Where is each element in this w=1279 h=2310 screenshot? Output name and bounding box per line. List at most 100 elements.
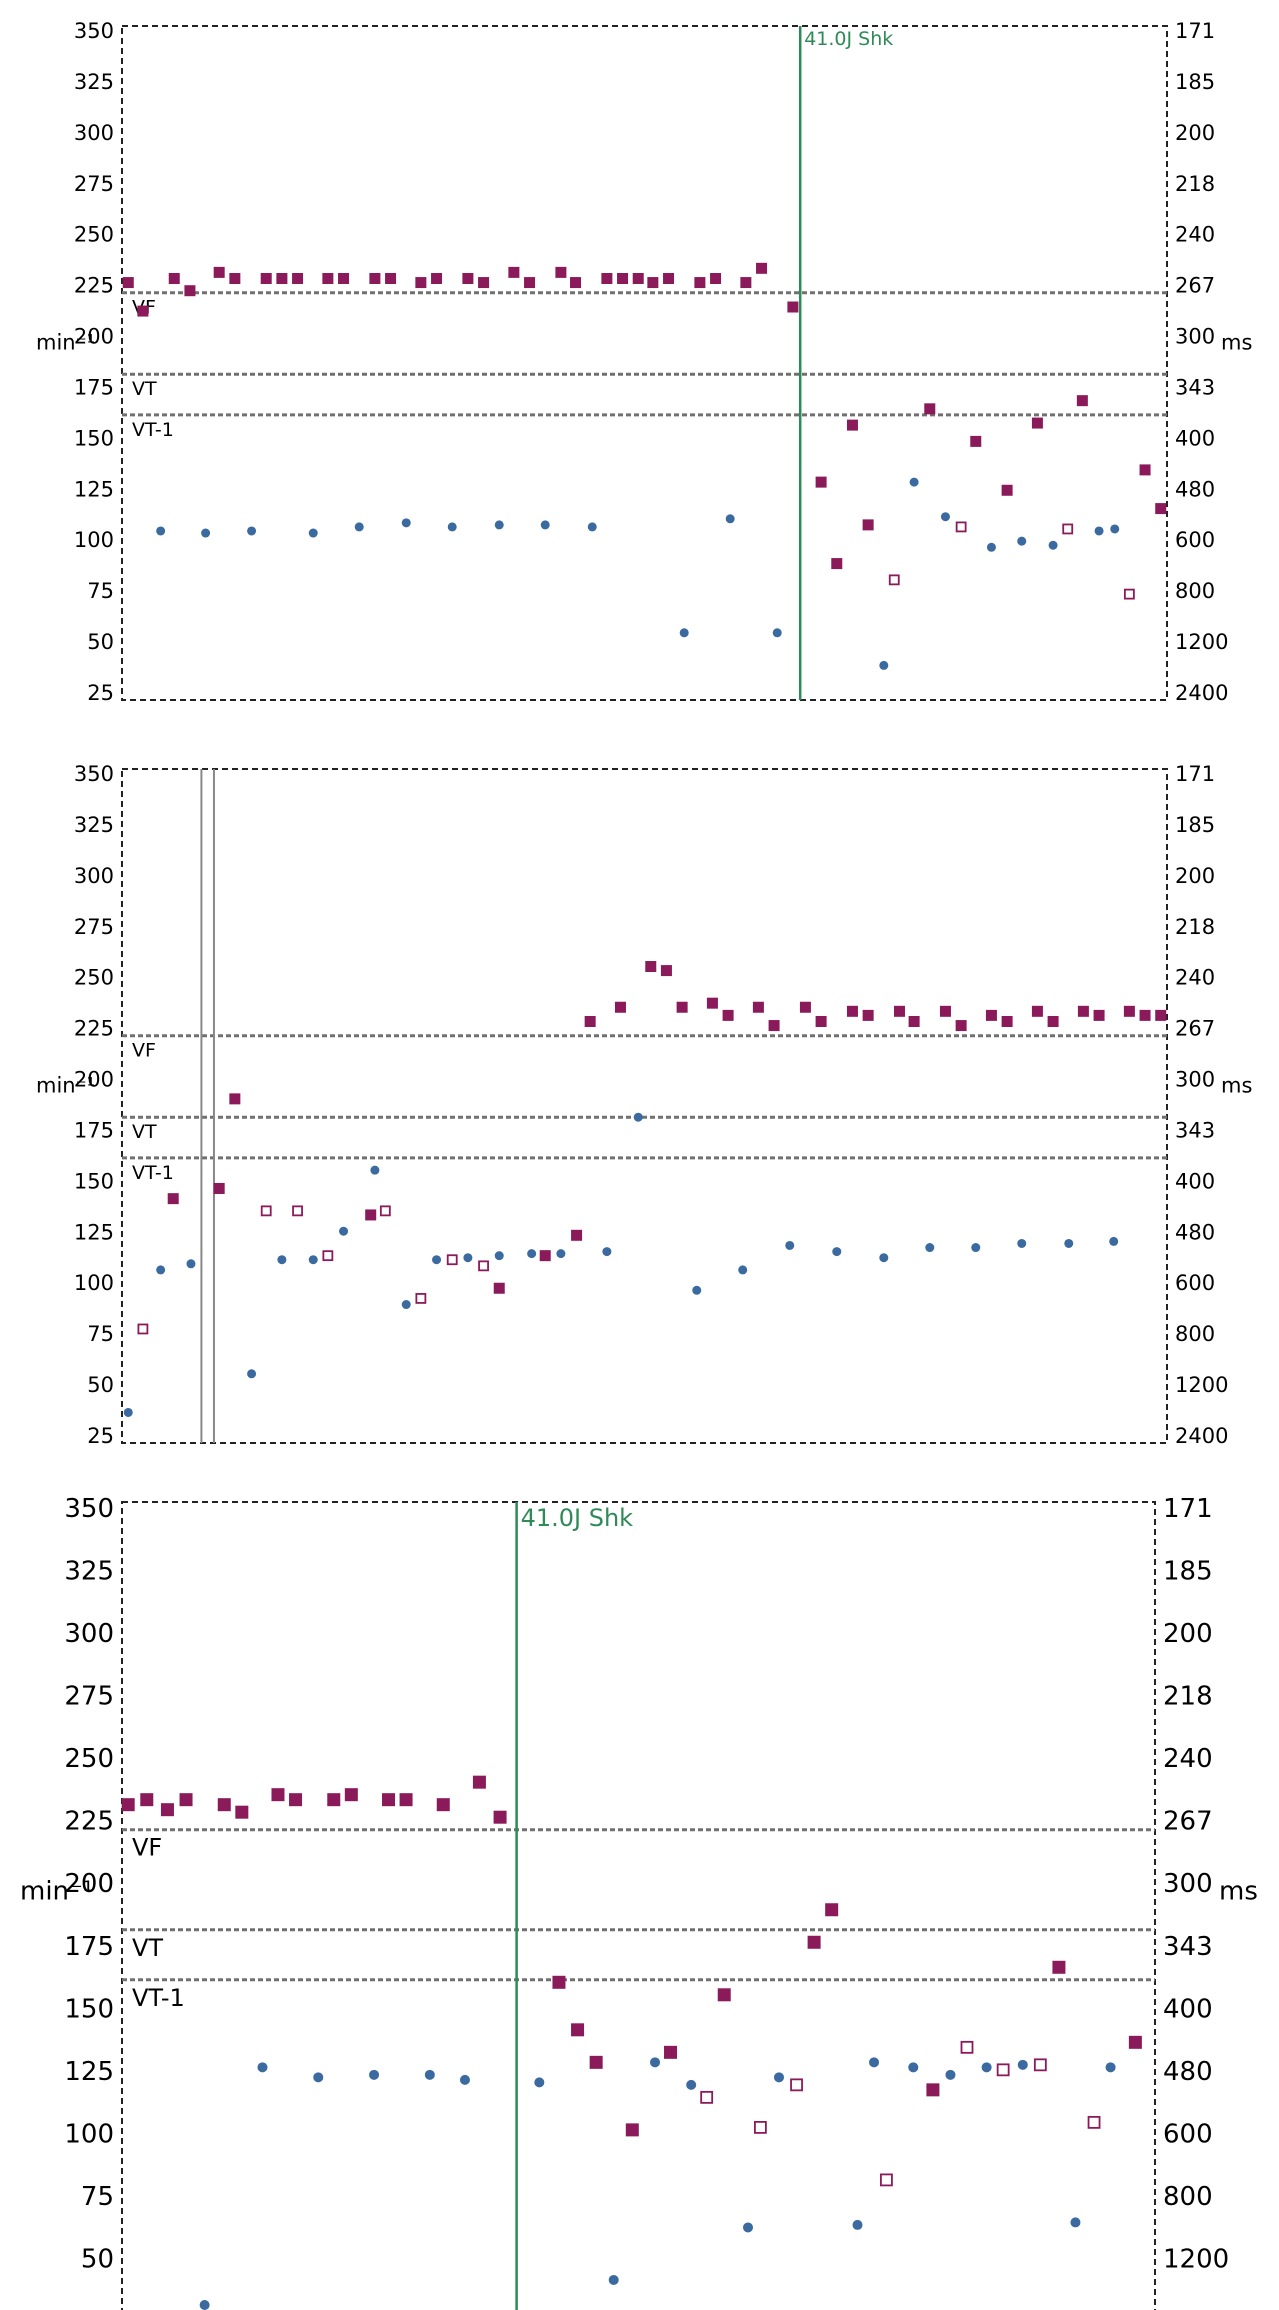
ventricular-point [676,1001,688,1013]
right-axis-label: ms [1221,1074,1252,1098]
right-tick-label: 1200 [1175,630,1228,654]
ventricular-open-point [260,1205,272,1217]
right-axis-label: ms [1219,1877,1258,1907]
ventricular-point [322,272,334,284]
ventricular-point [752,1001,764,1013]
left-tick-label: 50 [87,1373,114,1397]
ventricular-point [493,1810,507,1824]
ventricular-open-point [379,1205,391,1217]
atrial-point [925,1243,935,1253]
ventricular-point [539,1250,551,1262]
left-axis-label: min⁻¹ [20,1877,93,1907]
ventricular-point [365,1209,377,1221]
ventricular-point [292,272,304,284]
ventricular-point [1139,464,1151,476]
left-tick-label: 100 [64,2119,114,2149]
atrial-point [633,1112,643,1122]
ventricular-point [271,1788,285,1802]
left-tick-label: 250 [74,966,114,990]
atrial-point [686,2079,697,2090]
right-tick-label: 200 [1175,121,1215,145]
left-tick-label: 150 [74,426,114,450]
atrial-point [463,1253,473,1263]
left-tick-label: 150 [74,1169,114,1193]
atrial-point [401,1300,411,1310]
ventricular-point [1052,1960,1066,1974]
ventricular-point [632,272,644,284]
atrial-point [370,1165,380,1175]
plot-frame [121,768,1168,1444]
right-tick-label: 240 [1175,966,1215,990]
left-tick-label: 275 [74,915,114,939]
left-tick-label: 125 [64,2057,114,2087]
right-tick-label: 480 [1163,2057,1213,2087]
left-tick-label: 275 [64,1682,114,1712]
ventricular-point [184,285,196,297]
ventricular-point [508,266,520,278]
atrial-point [679,628,689,638]
atrial-point [940,512,950,522]
ventricular-open-point [790,2078,803,2092]
ventricular-point [524,277,536,289]
ventricular-point [229,1093,241,1105]
atrial-point [494,1251,504,1261]
ventricular-point [740,277,752,289]
ventricular-point [1047,1015,1059,1027]
left-tick-label: 225 [64,1807,114,1837]
atrial-point [971,1243,981,1253]
plot-panel-3: 25 2400 50 1200 75 800 100 600 125 480 150 400 175 34… [20,1494,1258,2310]
left-tick-label: 125 [74,1220,114,1244]
right-tick-label: 2400 [1163,2307,1229,2310]
ventricular-open-point [292,1205,303,1217]
ventricular-point [385,272,397,284]
ventricular-point [1128,2035,1142,2049]
right-tick-label: 300 [1175,1068,1215,1092]
atrial-point [369,2069,380,2080]
right-tick-label: 600 [1175,528,1215,552]
zone-label-vt: VT [132,378,157,400]
right-tick-label: 2400 [1175,681,1228,705]
left-tick-label: 250 [64,1744,114,1774]
ventricular-point [625,2123,639,2137]
atrial-point [156,1265,166,1275]
ventricular-point [601,272,613,284]
ventricular-point [217,1798,231,1812]
ventricular-point [436,1798,450,1812]
atrial-point [527,1249,537,1259]
atrial-point [1017,1238,1027,1248]
ventricular-point [213,266,225,278]
atrial-point [339,1226,349,1236]
ventricular-point [787,301,799,313]
ventricular-open-point [322,1250,334,1262]
left-tick-label: 325 [74,70,114,94]
right-tick-label: 200 [1163,1619,1213,1649]
atrial-point [459,2074,470,2085]
ventricular-point [472,1775,486,1789]
right-tick-label: 800 [1163,2182,1213,2212]
ventricular-point [552,1975,566,1989]
plot-frame [121,1501,1156,2310]
ventricular-point [1123,1005,1135,1017]
right-axis-label: ms [1221,331,1252,355]
left-tick-label: 200 [74,1068,114,1092]
atrial-point [1064,1238,1074,1248]
ventricular-point [694,277,706,289]
zone-label-vt-1: VT-1 [132,419,174,441]
left-tick-label: 250 [74,223,114,247]
left-tick-label: 225 [74,274,114,298]
right-tick-label: 218 [1163,1682,1213,1712]
ventricular-point [289,1793,303,1807]
ventricular-point [815,476,827,488]
right-tick-label: 480 [1175,477,1215,501]
ventricular-point [710,272,722,284]
ventricular-point [862,1009,874,1021]
atrial-point [201,528,211,538]
ventricular-point [555,266,567,278]
ventricular-point [924,403,936,415]
ventricular-open-point [1087,2115,1101,2129]
ventricular-open-point [700,2090,714,2104]
ventricular-point [415,277,427,289]
left-tick-label: 75 [87,579,114,603]
atrial-point [725,514,735,524]
